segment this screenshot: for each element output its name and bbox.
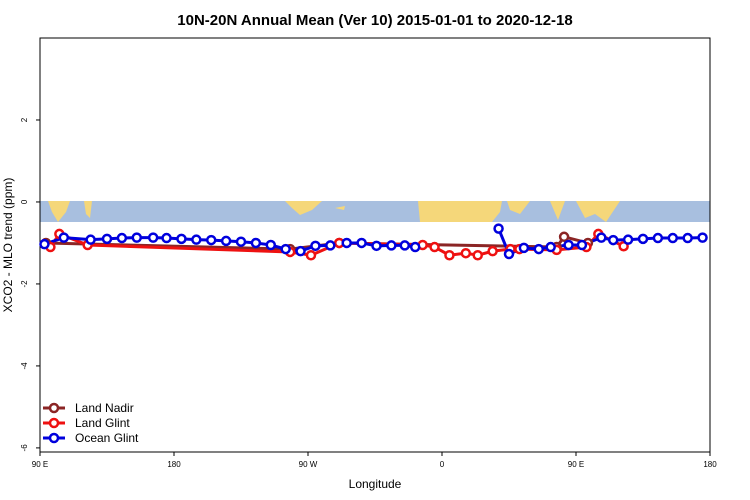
x-tick-label: 90 E <box>32 460 48 469</box>
point <box>429 241 440 253</box>
point <box>176 233 187 245</box>
y-tick-label: 0 <box>20 199 29 204</box>
x-tick-label: 180 <box>703 460 717 469</box>
point <box>607 234 619 246</box>
x-tick-label: 90 E <box>568 460 584 469</box>
y-tick-label: -4 <box>20 362 29 370</box>
point <box>191 234 202 245</box>
point <box>533 243 545 255</box>
point <box>399 240 411 251</box>
point <box>220 235 232 247</box>
point <box>280 243 291 255</box>
point <box>652 232 664 244</box>
point <box>161 232 172 244</box>
point <box>518 242 530 254</box>
point <box>697 232 708 243</box>
point <box>39 238 50 250</box>
point <box>356 237 367 249</box>
x-axis-label: Longitude <box>349 477 402 491</box>
legend-marker <box>48 417 60 429</box>
point <box>667 232 679 244</box>
point <box>131 232 143 243</box>
x-tick-label: 0 <box>440 460 445 469</box>
point <box>472 249 483 261</box>
point <box>545 241 556 253</box>
map-strip <box>40 201 710 222</box>
y-axis-label: XCO2 - MLO trend (ppm) <box>1 178 15 313</box>
point <box>341 237 352 249</box>
point <box>310 240 321 252</box>
point <box>596 232 607 243</box>
y-tick-label: -6 <box>20 444 29 452</box>
point <box>147 232 159 243</box>
point <box>386 240 397 251</box>
point <box>444 249 455 261</box>
point <box>622 234 634 245</box>
point <box>637 233 649 245</box>
legend-label: Ocean Glint <box>75 431 139 445</box>
point <box>205 234 217 246</box>
chart-title: 10N-20N Annual Mean (Ver 10) 2015-01-01 … <box>177 12 572 29</box>
point <box>503 248 515 260</box>
point <box>235 236 247 247</box>
point <box>371 240 382 252</box>
point <box>576 239 588 251</box>
x-tick-label: 90 W <box>299 460 318 469</box>
point <box>563 239 574 251</box>
point <box>558 231 570 243</box>
point <box>487 245 498 257</box>
legend-marker <box>48 432 60 444</box>
point <box>460 247 472 259</box>
legend-label: Land Glint <box>75 416 130 430</box>
point <box>85 234 96 245</box>
point <box>682 232 693 244</box>
point <box>305 249 317 261</box>
point <box>101 233 113 245</box>
point <box>116 232 128 244</box>
point <box>409 241 421 253</box>
legend-marker <box>48 402 60 414</box>
point <box>58 232 70 243</box>
point <box>325 240 336 251</box>
y-tick-label: 2 <box>20 117 29 122</box>
y-tick-label: -2 <box>20 280 29 288</box>
x-tick-label: 180 <box>167 460 181 469</box>
point <box>493 223 504 234</box>
point <box>250 237 262 249</box>
point <box>295 245 306 257</box>
legend-label: Land Nadir <box>75 401 134 415</box>
point <box>265 239 277 251</box>
